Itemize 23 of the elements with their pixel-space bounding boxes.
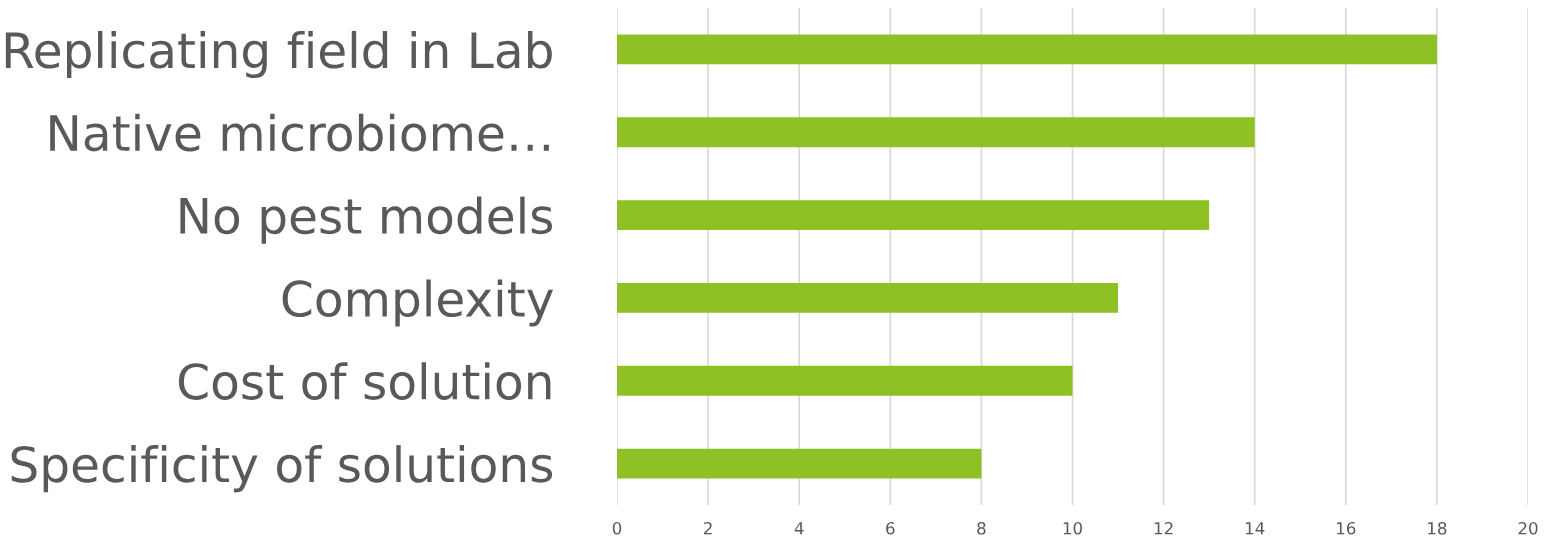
bar [617,34,1437,65]
x-tick-label: 6 [886,521,895,535]
x-tick-label: 2 [704,521,712,535]
bar [617,448,982,479]
x-tick-label: 10 [1063,521,1082,535]
x-tick-label: 12 [1154,521,1173,535]
x-tick-label: 0 [612,521,622,535]
y-tick-label: Complexity [282,279,554,327]
y-tick-label: Specificity of solutions [11,445,553,493]
x-tick-label: 8 [977,521,986,535]
x-tick-label: 14 [1245,522,1265,535]
y-tick-label: Replicating field in Lab [5,30,552,78]
bar [617,200,1210,230]
x-tick-label: 18 [1428,521,1447,535]
bar [617,365,1073,396]
y-tick-label: Native microbiome… [50,113,549,152]
bar [617,283,1119,313]
y-tick-label: No pest models [180,196,553,244]
bar [617,117,1255,148]
y-tick-label: Cost of solution [178,362,551,400]
x-tick-label: 16 [1337,521,1356,535]
x-tick-label: 4 [794,522,804,535]
x-tick-label: 20 [1518,521,1538,535]
